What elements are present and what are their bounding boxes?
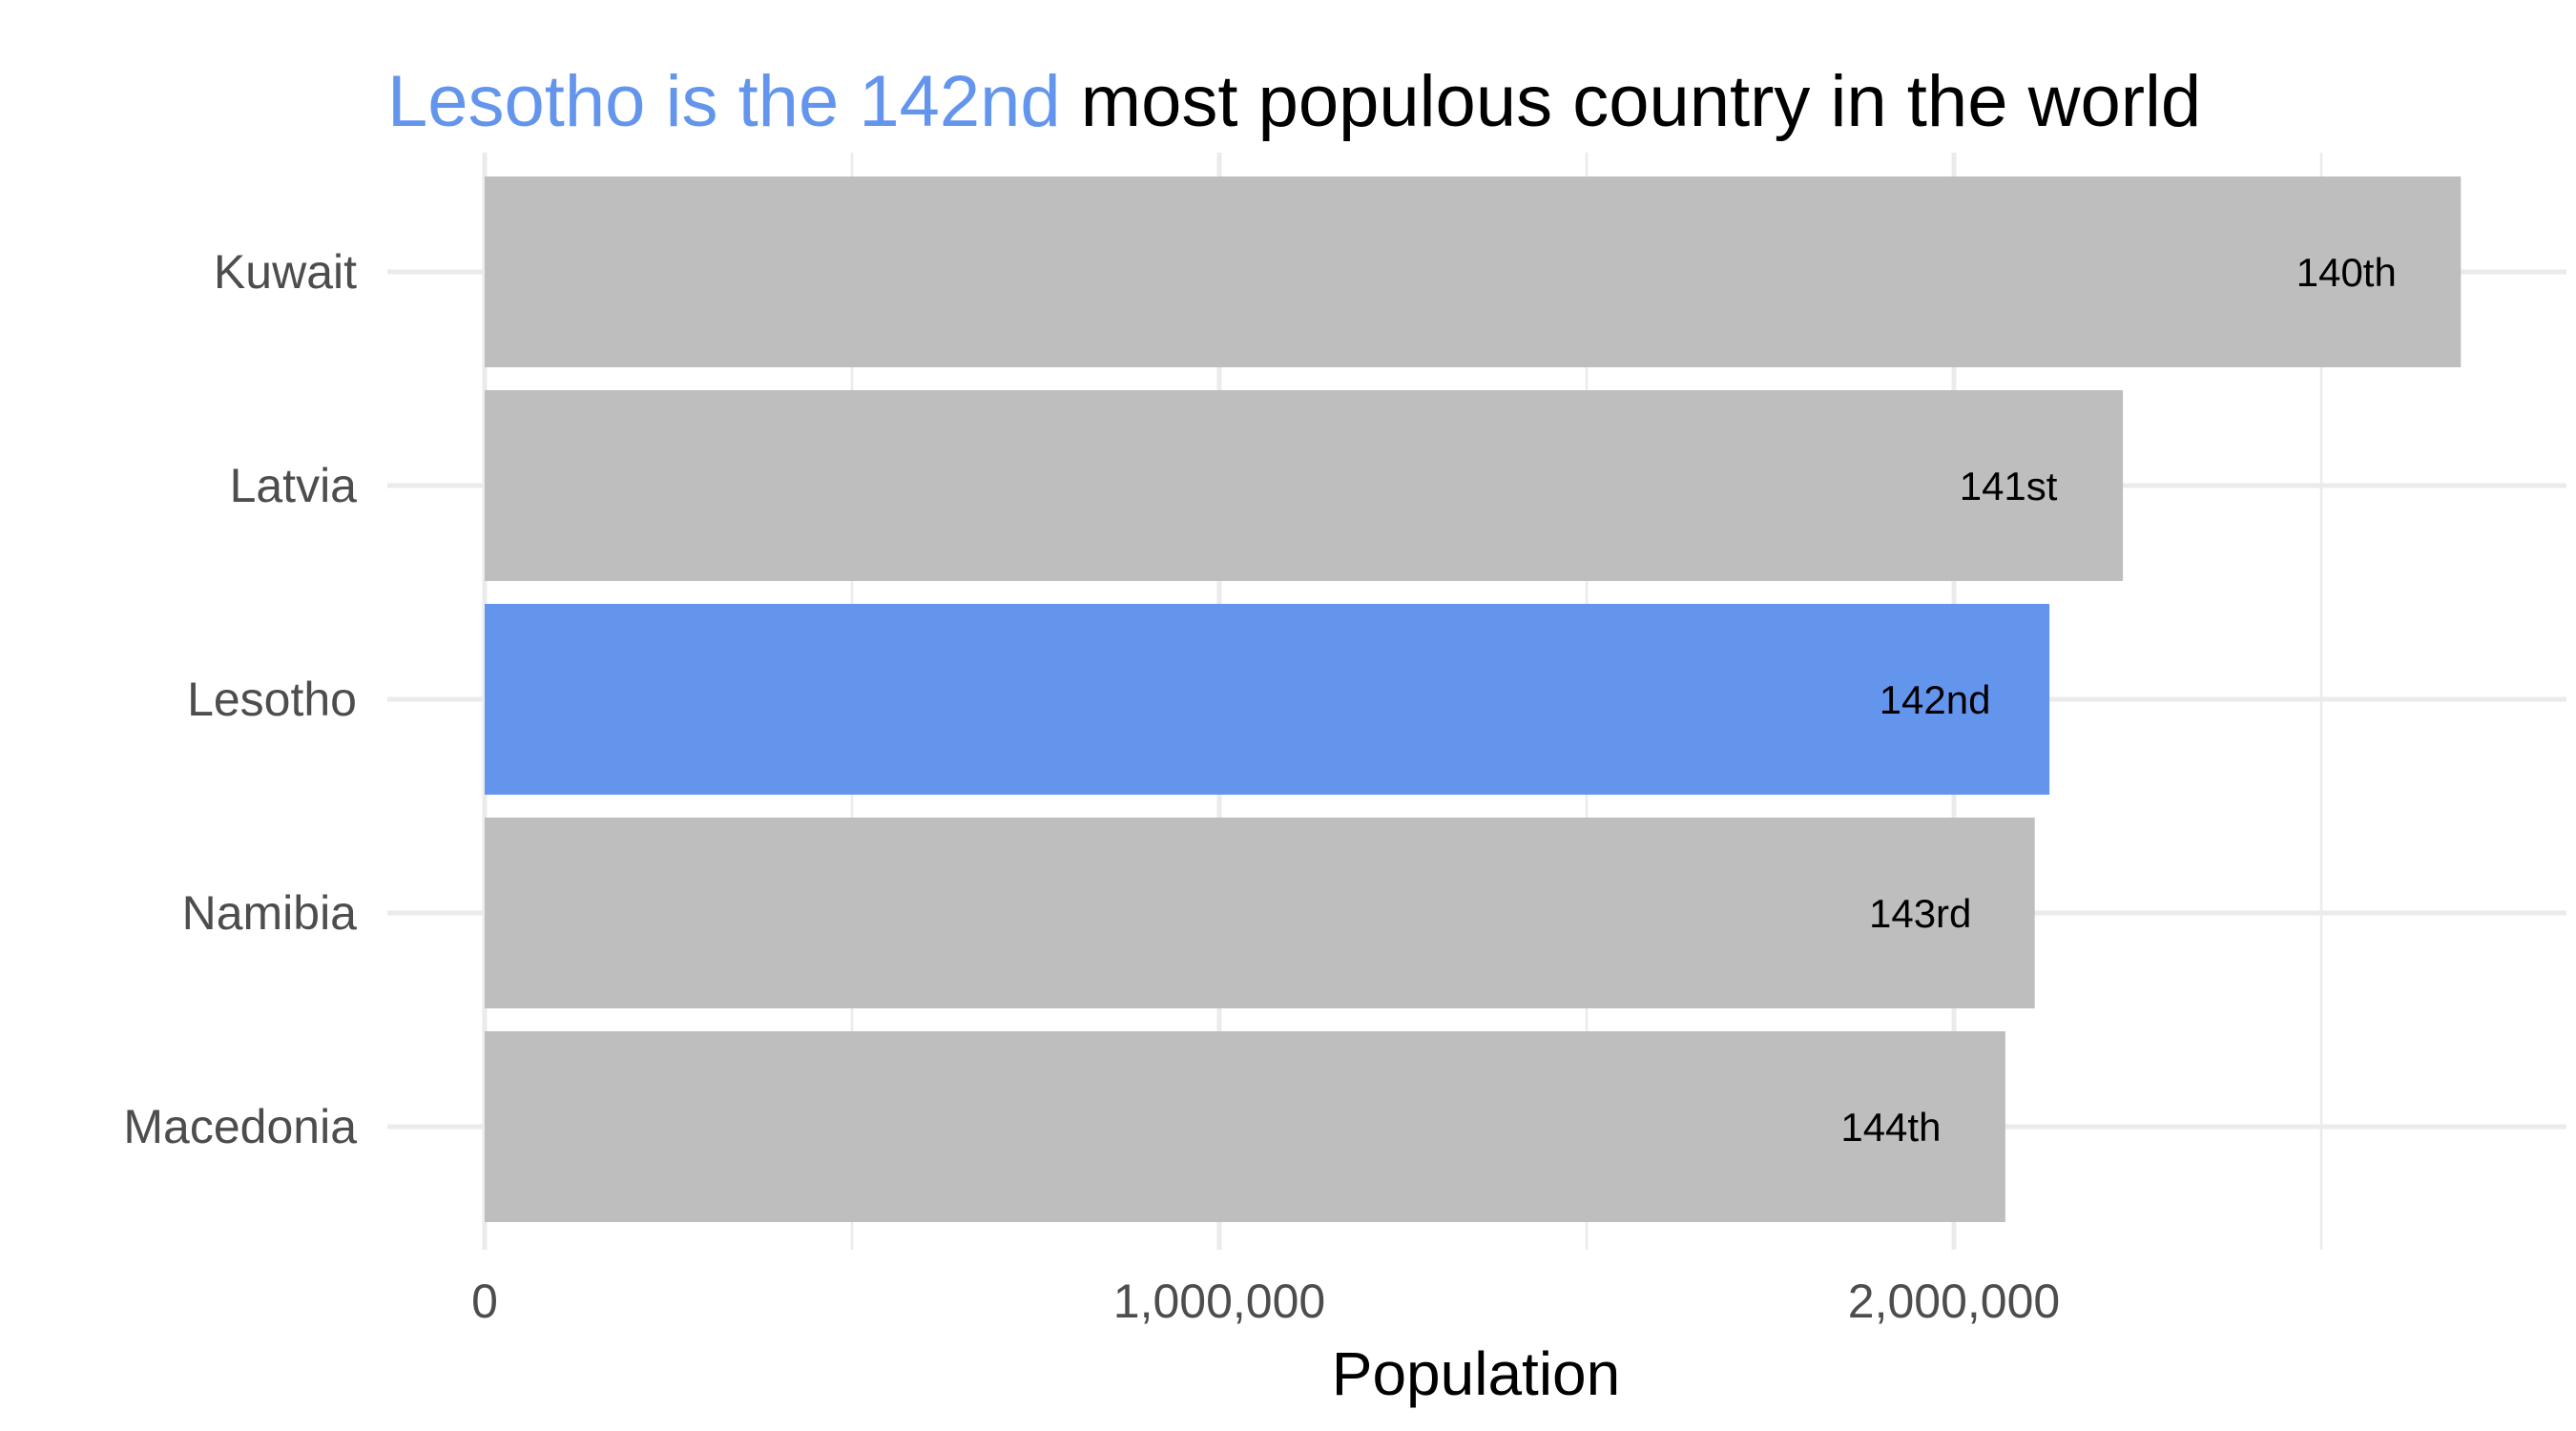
x-axis-title: Population (1332, 1339, 1620, 1408)
chart-title-rest: most populous country in the world (1061, 61, 2202, 142)
bar-label-latvia: 141st (1960, 464, 2058, 508)
category-label-latvia: Latvia (230, 459, 358, 512)
bar-macedonia (485, 1031, 2005, 1222)
bar-label-lesotho: 142nd (1880, 677, 1991, 722)
bar-latvia (485, 390, 2124, 581)
category-label-kuwait: Kuwait (214, 245, 357, 299)
x-axis-tick-labels: 0 1,000,000 2,000,000 (471, 1275, 2060, 1328)
bar-labels: 140th 141st 142nd 143rd 144th (1840, 250, 2397, 1150)
x-tick-label: 2,000,000 (1848, 1275, 2060, 1328)
category-label-lesotho: Lesotho (187, 673, 357, 726)
category-label-macedonia: Macedonia (123, 1100, 357, 1153)
bar-label-namibia: 143rd (1869, 891, 1971, 936)
bar-namibia (485, 818, 2035, 1008)
x-tick-label: 1,000,000 (1113, 1275, 1325, 1328)
bar-lesotho (485, 604, 2050, 795)
x-tick-label: 0 (471, 1275, 498, 1328)
bar-label-kuwait: 140th (2296, 250, 2397, 295)
chart-title: Lesotho is the 142nd most populous count… (387, 61, 2201, 142)
bar-label-macedonia: 144th (1840, 1105, 1941, 1150)
bars (485, 176, 2462, 1222)
chart-title-highlight: Lesotho is the 142nd (387, 61, 1061, 142)
y-axis-labels: Kuwait Latvia Lesotho Namibia Macedonia (123, 245, 357, 1153)
category-label-namibia: Namibia (182, 886, 358, 940)
bar-kuwait (485, 176, 2462, 367)
